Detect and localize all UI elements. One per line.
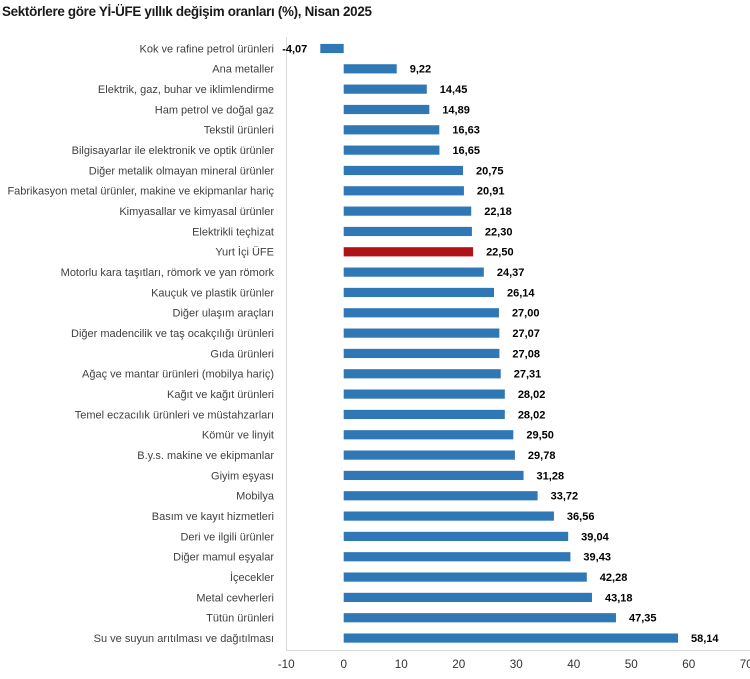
svg-text:42,28: 42,28 [600, 572, 628, 584]
svg-text:-4,07: -4,07 [282, 43, 307, 55]
svg-text:Gıda ürünleri: Gıda ürünleri [210, 348, 274, 360]
svg-text:22,50: 22,50 [486, 247, 514, 259]
svg-text:24,37: 24,37 [497, 267, 525, 279]
svg-text:Metal cevherleri: Metal cevherleri [196, 592, 274, 604]
svg-text:Kağıt ve kağıt ürünleri: Kağıt ve kağıt ürünleri [167, 389, 274, 401]
svg-text:20,91: 20,91 [477, 186, 505, 198]
svg-text:Fabrikasyon metal ürünler, mak: Fabrikasyon metal ürünler, makine ve eki… [7, 186, 274, 198]
svg-text:Basım ve kayıt hizmetleri: Basım ve kayıt hizmetleri [152, 511, 274, 523]
svg-text:58,14: 58,14 [691, 633, 719, 645]
svg-text:43,18: 43,18 [605, 592, 633, 604]
svg-text:Motorlu kara taşıtları, römork: Motorlu kara taşıtları, römork ve yan rö… [61, 267, 275, 279]
svg-text:Ana metaller: Ana metaller [212, 64, 274, 76]
svg-text:9,22: 9,22 [410, 64, 431, 76]
svg-text:Kömür ve linyit: Kömür ve linyit [202, 430, 274, 442]
svg-text:14,45: 14,45 [440, 84, 468, 96]
svg-text:Bilgisayarlar ile elektronik v: Bilgisayarlar ile elektronik ve optik ür… [72, 145, 275, 157]
svg-text:Kok ve rafine petrol ürünleri: Kok ve rafine petrol ürünleri [139, 43, 274, 55]
svg-text:Diğer mamul eşyalar: Diğer mamul eşyalar [173, 552, 274, 564]
svg-text:16,63: 16,63 [452, 125, 480, 137]
svg-text:33,72: 33,72 [551, 491, 579, 503]
svg-text:Tekstil ürünleri: Tekstil ürünleri [204, 125, 274, 137]
svg-text:Tütün ürünleri: Tütün ürünleri [206, 613, 274, 625]
svg-text:26,14: 26,14 [507, 287, 535, 299]
svg-text:Su ve suyun arıtılması ve dağı: Su ve suyun arıtılması ve dağıtılması [94, 633, 274, 645]
svg-text:Diğer ulaşım araçları: Diğer ulaşım araçları [173, 308, 274, 320]
svg-text:70: 70 [740, 658, 750, 671]
svg-text:0: 0 [340, 658, 347, 671]
svg-text:Kauçuk ve plastik ürünler: Kauçuk ve plastik ürünler [151, 287, 274, 299]
svg-text:27,31: 27,31 [514, 369, 542, 381]
svg-text:28,02: 28,02 [518, 409, 546, 421]
svg-text:22,18: 22,18 [484, 206, 512, 218]
svg-text:B.y.s. makine ve ekipmanlar: B.y.s. makine ve ekipmanlar [137, 450, 274, 462]
svg-text:29,50: 29,50 [526, 430, 554, 442]
svg-text:10: 10 [395, 658, 409, 671]
svg-text:27,08: 27,08 [512, 348, 540, 360]
svg-text:Elektrikli teçhizat: Elektrikli teçhizat [192, 226, 274, 238]
svg-text:Diğer madencilik ve taş ocakçı: Diğer madencilik ve taş ocakçılığı ürünl… [71, 328, 274, 340]
svg-text:27,00: 27,00 [512, 308, 540, 320]
svg-text:30: 30 [510, 658, 524, 671]
svg-text:47,35: 47,35 [629, 613, 657, 625]
svg-text:20,75: 20,75 [476, 165, 504, 177]
svg-text:31,28: 31,28 [537, 470, 565, 482]
svg-text:Sektörlere göre Yİ-ÜFE yıllık: Sektörlere göre Yİ-ÜFE yıllık değişim or… [2, 4, 372, 19]
svg-text:39,43: 39,43 [583, 552, 611, 564]
svg-text:İçecekler: İçecekler [230, 571, 274, 584]
svg-text:28,02: 28,02 [518, 389, 546, 401]
svg-text:20: 20 [452, 658, 466, 671]
svg-text:Yurt İçi ÜFE: Yurt İçi ÜFE [215, 246, 274, 259]
svg-text:29,78: 29,78 [528, 450, 556, 462]
svg-text:Mobilya: Mobilya [236, 491, 275, 503]
svg-text:Elektrik, gaz, buhar ve ikliml: Elektrik, gaz, buhar ve iklimlendirme [98, 84, 274, 96]
svg-text:27,07: 27,07 [512, 328, 540, 340]
svg-text:14,89: 14,89 [442, 104, 470, 116]
svg-text:Deri ve ilgili ürünler: Deri ve ilgili ürünler [180, 531, 274, 543]
svg-text:39,04: 39,04 [581, 531, 609, 543]
svg-text:Diğer metalik olmayan mineral: Diğer metalik olmayan mineral ürünler [89, 165, 275, 177]
svg-text:-10: -10 [278, 658, 295, 671]
svg-text:22,30: 22,30 [485, 226, 513, 238]
svg-text:Kimyasallar ve kimyasal ürünle: Kimyasallar ve kimyasal ürünler [119, 206, 274, 218]
svg-text:50: 50 [625, 658, 639, 671]
svg-text:60: 60 [682, 658, 696, 671]
svg-text:36,56: 36,56 [567, 511, 595, 523]
svg-text:Temel eczacılık ürünleri ve mü: Temel eczacılık ürünleri ve müstahzarlar… [75, 409, 274, 421]
svg-text:Giyim eşyası: Giyim eşyası [211, 470, 274, 482]
svg-text:40: 40 [567, 658, 581, 671]
svg-text:Ağaç ve mantar ürünleri (mobil: Ağaç ve mantar ürünleri (mobilya hariç) [82, 369, 274, 381]
svg-text:16,65: 16,65 [452, 145, 480, 157]
svg-text:Ham petrol ve doğal gaz: Ham petrol ve doğal gaz [155, 104, 274, 116]
